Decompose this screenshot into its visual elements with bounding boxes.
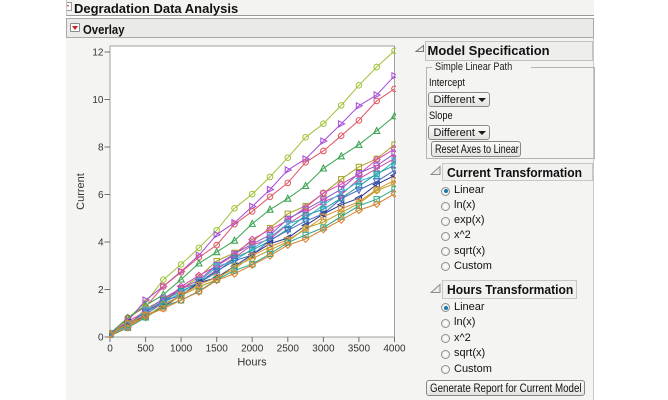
svg-text:4: 4	[98, 238, 104, 249]
svg-text:0: 0	[98, 333, 104, 344]
svg-text:3500: 3500	[348, 344, 371, 355]
svg-text:2: 2	[98, 285, 104, 296]
svg-text:Current: Current	[75, 173, 87, 210]
svg-text:500: 500	[137, 344, 154, 355]
svg-text:4000: 4000	[383, 344, 406, 355]
svg-text:12: 12	[92, 48, 104, 59]
svg-text:10: 10	[92, 95, 104, 106]
svg-text:2000: 2000	[241, 344, 264, 355]
svg-text:1000: 1000	[170, 344, 193, 355]
svg-text:0: 0	[107, 344, 113, 355]
svg-text:Hours: Hours	[237, 357, 267, 369]
svg-text:2500: 2500	[277, 344, 300, 355]
svg-text:6: 6	[98, 190, 104, 201]
svg-text:3000: 3000	[312, 344, 335, 355]
svg-text:1500: 1500	[206, 344, 229, 355]
svg-text:8: 8	[98, 143, 104, 154]
